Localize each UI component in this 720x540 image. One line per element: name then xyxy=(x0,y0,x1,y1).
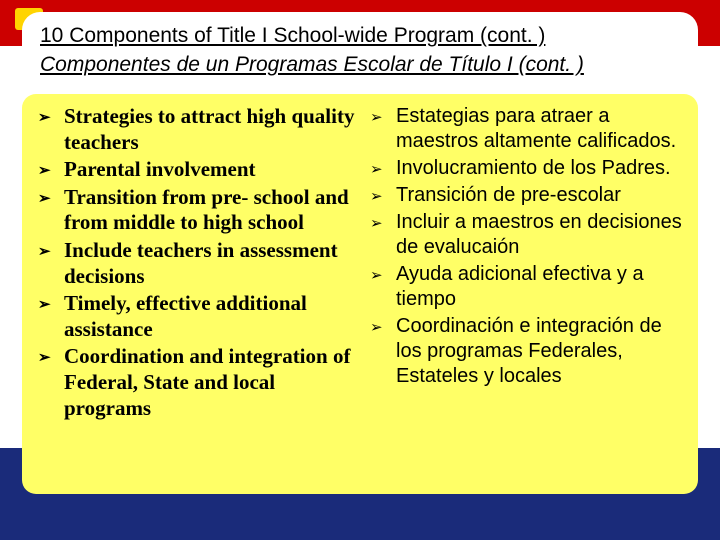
bullet-text: Transición de pre-escolar xyxy=(392,183,688,208)
list-item: ➢ Timely, effective additional assistanc… xyxy=(32,291,356,342)
title-spanish: Componentes de un Programas Escolar de T… xyxy=(40,51,680,78)
bullet-icon: ➢ xyxy=(32,104,60,126)
bullet-text: Coordinación e integración de los progra… xyxy=(392,314,688,389)
list-item: ➢ Involucramiento de los Padres. xyxy=(364,156,688,181)
list-item: ➢ Transition from pre- school and from m… xyxy=(32,185,356,236)
list-item: ➢ Estategias para atraer a maestros alta… xyxy=(364,104,688,154)
title-box: 10 Components of Title I School-wide Pro… xyxy=(22,12,698,91)
bullet-icon: ➢ xyxy=(364,314,392,336)
bullet-text: Parental involvement xyxy=(60,157,356,183)
list-item: ➢ Ayuda adicional efectiva y a tiempo xyxy=(364,262,688,312)
bullet-text: Include teachers in assessment decisions xyxy=(60,238,356,289)
bullet-icon: ➢ xyxy=(32,157,60,179)
bullet-icon: ➢ xyxy=(364,104,392,126)
bullet-icon: ➢ xyxy=(32,185,60,207)
title-english: 10 Components of Title I School-wide Pro… xyxy=(40,22,680,49)
bullet-icon: ➢ xyxy=(364,262,392,284)
bullet-icon: ➢ xyxy=(32,344,60,366)
list-item: ➢ Transición de pre-escolar xyxy=(364,183,688,208)
list-item: ➢ Incluir a maestros en decisiones de ev… xyxy=(364,210,688,260)
bullet-icon: ➢ xyxy=(364,210,392,232)
bullet-text: Timely, effective additional assistance xyxy=(60,291,356,342)
bullet-text: Ayuda adicional efectiva y a tiempo xyxy=(392,262,688,312)
content-box: ➢ Strategies to attract high quality tea… xyxy=(22,94,698,494)
bullet-icon: ➢ xyxy=(364,183,392,205)
bullet-text: Incluir a maestros en decisiones de eval… xyxy=(392,210,688,260)
left-column: ➢ Strategies to attract high quality tea… xyxy=(28,104,360,482)
list-item: ➢ Include teachers in assessment decisio… xyxy=(32,238,356,289)
bullet-icon: ➢ xyxy=(32,291,60,313)
right-column: ➢ Estategias para atraer a maestros alta… xyxy=(360,104,692,482)
list-item: ➢ Coordination and integration of Federa… xyxy=(32,344,356,421)
bullet-icon: ➢ xyxy=(364,156,392,178)
list-item: ➢ Parental involvement xyxy=(32,157,356,183)
list-item: ➢ Coordinación e integración de los prog… xyxy=(364,314,688,389)
bullet-text: Coordination and integration of Federal,… xyxy=(60,344,356,421)
list-item: ➢ Strategies to attract high quality tea… xyxy=(32,104,356,155)
bullet-icon: ➢ xyxy=(32,238,60,260)
bullet-text: Transition from pre- school and from mid… xyxy=(60,185,356,236)
bullet-text: Estategias para atraer a maestros altame… xyxy=(392,104,688,154)
bullet-text: Strategies to attract high quality teach… xyxy=(60,104,356,155)
bullet-text: Involucramiento de los Padres. xyxy=(392,156,688,181)
